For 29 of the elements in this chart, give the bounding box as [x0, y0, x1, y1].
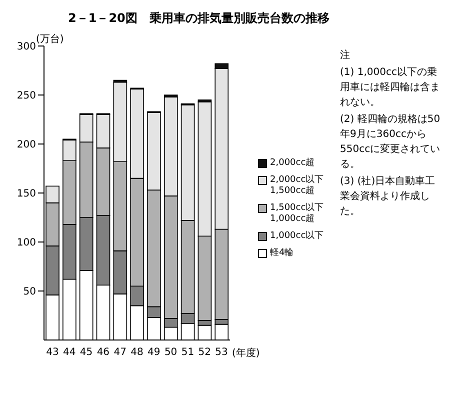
y-tick-label: 150	[16, 188, 36, 200]
x-tick-label: 51	[181, 347, 194, 358]
legend-label: 2,000cc超	[270, 158, 315, 169]
x-tick-label: 50	[164, 347, 178, 358]
y-tick-label: 50	[23, 286, 36, 298]
x-tick-label: 44	[62, 347, 76, 358]
x-tick-label: 46	[96, 347, 110, 358]
x-tick-label: 47	[114, 347, 126, 358]
y-tick-label: 100	[16, 238, 36, 249]
legend-label: 1,500cc以下 1,000cc超	[270, 203, 325, 225]
chart-title: 2－1－20図 乗用車の排気量別販売台数の推移	[68, 10, 330, 27]
x-tick-label: 53	[215, 347, 228, 358]
x-tick-label: 49	[148, 347, 160, 358]
text: (2) 軽四輪の規格は50年9月に360ccから550ccに変更されている。	[340, 112, 442, 172]
legend-label: 軽4輪	[270, 248, 294, 259]
y-tick-label: 300	[16, 42, 36, 53]
text: (3) (社)日本自動車工業会資料より作成した。	[340, 174, 436, 219]
x-tick-label: 45	[80, 347, 93, 358]
y-axis-title: (万台)	[36, 32, 64, 46]
x-tick-label: 52	[198, 347, 212, 358]
x-tick-label: 48	[130, 347, 144, 358]
y-tick-label: 200	[16, 140, 36, 151]
legend-label: 1,000cc以下	[270, 231, 324, 242]
legend-label: 2,000cc以下 1,500cc超	[270, 175, 325, 197]
text: (1) 1,000cc以下の乗用車には軽四輪は含まれない。	[340, 66, 441, 110]
x-axis-title: (年度)	[232, 346, 260, 360]
x-tick-label: 43	[46, 347, 59, 358]
text: 注	[340, 48, 351, 63]
y-tick-label: 250	[16, 90, 36, 102]
